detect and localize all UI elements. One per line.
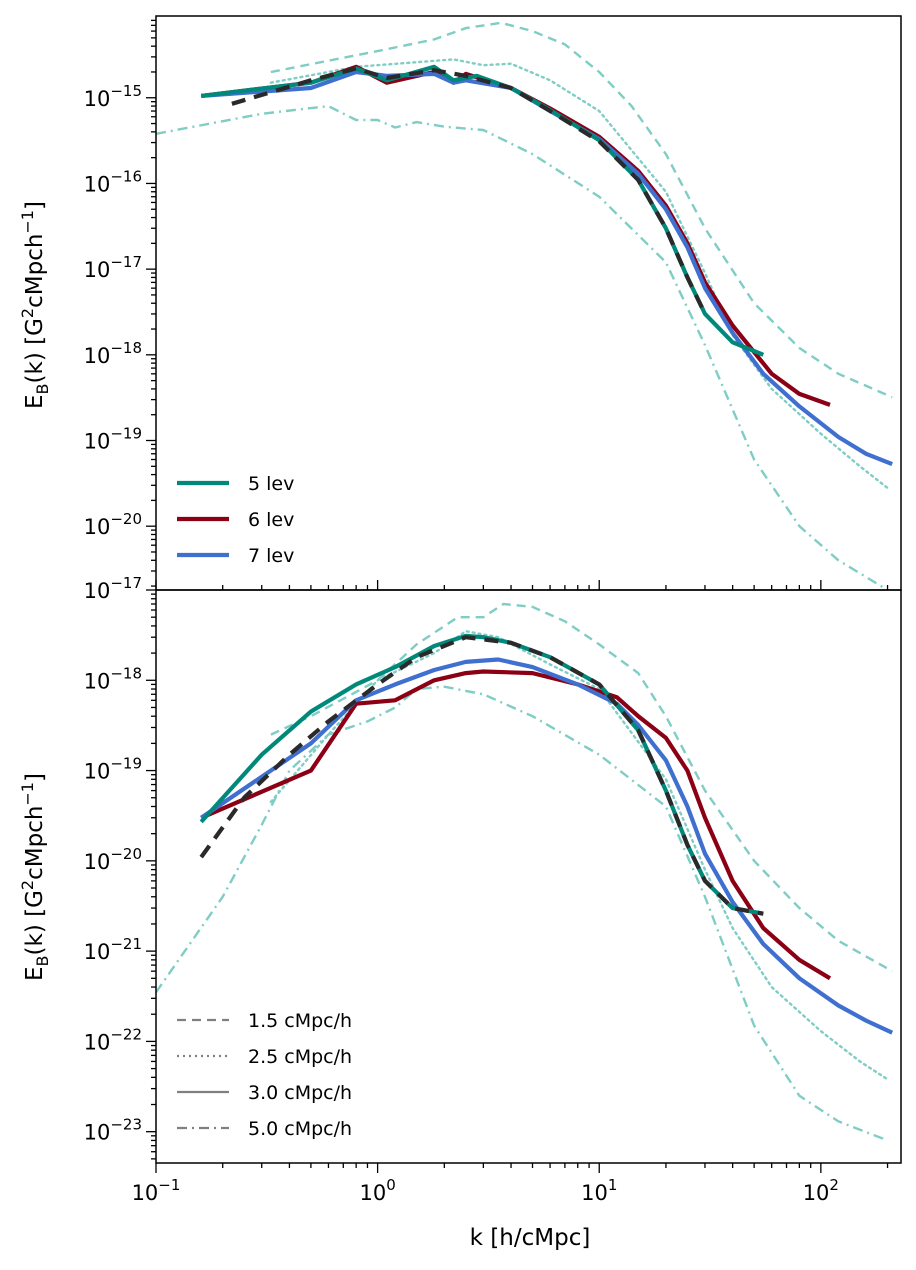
y-tick-label: 10−18 <box>84 664 142 693</box>
y-tick-label: 10−20 <box>84 845 142 874</box>
top-y-ticks: 10−15 10−16 10−17 10−18 10−19 10−20 <box>84 19 156 587</box>
series-line-6-lev <box>200 669 832 981</box>
ylabel-sup2: 2 <box>18 308 37 318</box>
legend-label: 1.5 cMpc/h <box>248 1010 352 1032</box>
x-axis-label: k [h/cMpc] <box>470 1225 591 1251</box>
ylabel-unit: cMpch <box>22 234 48 308</box>
bottom-plot-frame <box>155 589 902 1164</box>
legend-label: 5.0 cMpc/h <box>248 1118 352 1140</box>
y-tick-label: 10−16 <box>84 167 142 196</box>
legend-label: 2.5 cMpc/h <box>248 1046 352 1068</box>
bottom-series-group <box>156 602 894 1142</box>
ylabel-sub: B <box>33 383 52 394</box>
bottom-legend: 1.5 cMpc/h 2.5 cMpc/h 3.0 cMpc/h 5.0 cMpc/h <box>177 1010 352 1140</box>
ylabel-e: E <box>22 966 48 981</box>
series-line-black-dashed <box>231 66 707 315</box>
y-tick-label: 10−20 <box>84 510 142 539</box>
x-tick-label: 101 <box>581 1176 617 1205</box>
top-y-axis-label: EB(k) [G2cMpch−1] <box>18 201 52 409</box>
ylabel-supm1: −1 <box>18 210 37 234</box>
ylabel-close: ] <box>22 201 48 210</box>
x-tick-label: 100 <box>359 1176 395 1205</box>
series-line-black-dashed <box>199 635 764 916</box>
y-tick-label: 10−22 <box>84 1025 142 1054</box>
ylabel-rest: (k) [G <box>22 318 48 383</box>
y-tick-label: 10−18 <box>84 339 142 368</box>
series-line-1-5-cmpc-h <box>270 21 893 399</box>
y-tick-label: 10−17 <box>84 253 142 282</box>
y-tick-label: 10−19 <box>84 755 142 784</box>
y-tick-label: 10−17 <box>84 574 142 603</box>
ylabel-close: ] <box>22 773 48 782</box>
svg-text:EB(k) [G2cMpch−1]: EB(k) [G2cMpch−1] <box>18 201 52 409</box>
legend-label: 7 lev <box>248 545 294 567</box>
ylabel-unit: cMpch <box>22 806 48 880</box>
y-tick-label: 10−19 <box>84 425 142 454</box>
series-line-1-5-cmpc-h <box>270 602 893 973</box>
ylabel-rest: (k) [G <box>22 890 48 955</box>
legend-label: 3.0 cMpc/h <box>248 1082 352 1104</box>
x-tick-label: 10−1 <box>132 1176 181 1205</box>
legend-label: 5 lev <box>248 473 294 495</box>
ylabel-sub: B <box>33 955 52 966</box>
y-tick-label: 10−23 <box>84 1116 142 1145</box>
bottom-panel: 10−17 10−18 10−19 10−20 10−21 10−22 10−23 10−1… <box>84 574 902 1205</box>
x-tick-label: 102 <box>803 1176 839 1205</box>
bottom-y-ticks: 10−17 10−18 10−19 10−20 10−21 10−22 10−23 <box>84 574 156 1160</box>
top-legend: 5 lev 6 lev 7 lev <box>177 473 294 567</box>
legend-label: 6 lev <box>248 509 294 531</box>
y-tick-label: 10−21 <box>84 935 142 964</box>
series-line-5-0-cmpc-h <box>156 104 889 590</box>
series-line-2-5-cmpc-h <box>269 630 889 1081</box>
series-line-7-lev <box>200 657 894 1035</box>
series-line-2-5-cmpc-h <box>269 58 889 490</box>
bottom-y-axis-label: EB(k) [G2cMpch−1] <box>18 773 52 981</box>
top-series-group <box>156 21 893 590</box>
y-tick-label: 10−15 <box>84 82 142 111</box>
ylabel-sup2: 2 <box>18 880 37 890</box>
ylabel-supm1: −1 <box>18 782 37 806</box>
ylabel-e: E <box>22 394 48 409</box>
x-axis-ticks: 10−1 100 101 102 <box>132 580 889 1205</box>
svg-text:EB(k) [G2cMpch−1]: EB(k) [G2cMpch−1] <box>18 773 52 981</box>
